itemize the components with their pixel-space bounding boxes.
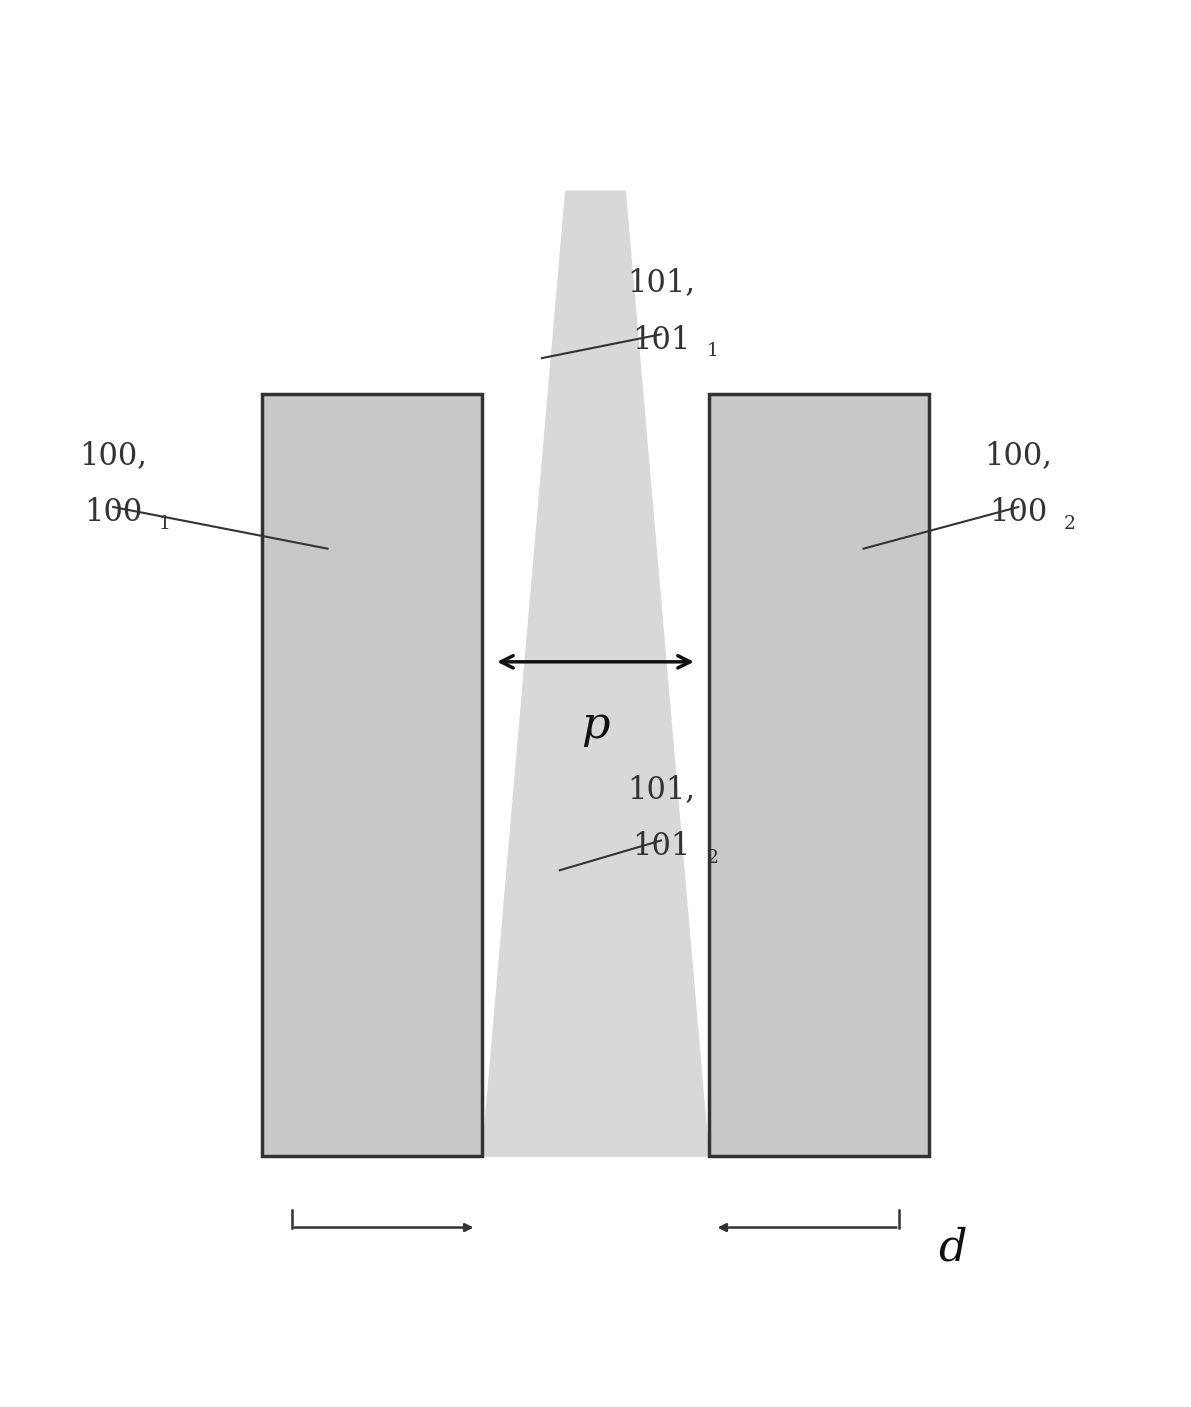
Text: 100,: 100, — [80, 440, 146, 471]
Text: 100: 100 — [85, 498, 142, 529]
Text: p: p — [581, 704, 610, 747]
Text: 1: 1 — [706, 342, 718, 360]
Text: 101,: 101, — [626, 267, 696, 298]
Text: 100,: 100, — [985, 440, 1052, 471]
Text: 2: 2 — [1064, 515, 1075, 533]
Text: 101,: 101, — [626, 774, 696, 805]
Bar — [709, 394, 929, 1157]
Text: 2: 2 — [706, 848, 718, 867]
Text: 1: 1 — [158, 515, 170, 533]
Text: 101: 101 — [631, 325, 691, 356]
Text: 101: 101 — [631, 832, 691, 862]
Polygon shape — [482, 191, 709, 1157]
Bar — [262, 394, 482, 1157]
Text: 100: 100 — [990, 498, 1047, 529]
Text: d: d — [939, 1227, 967, 1269]
